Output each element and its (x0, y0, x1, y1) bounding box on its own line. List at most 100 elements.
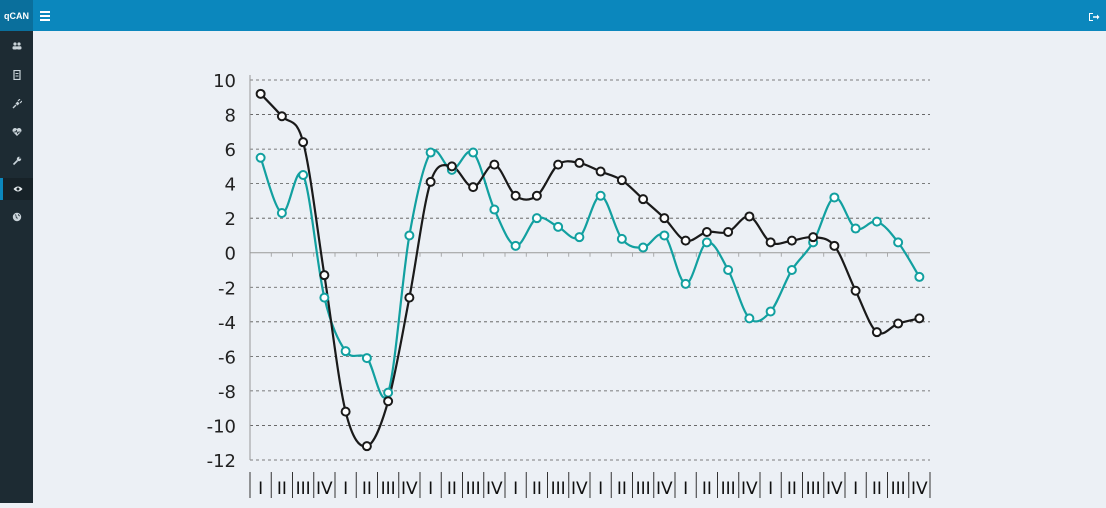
x-tick-label: I (428, 479, 433, 499)
globe-icon (12, 212, 21, 222)
data-point (319, 292, 330, 303)
data-point (574, 232, 585, 243)
sidebar (0, 31, 33, 503)
data-point (404, 292, 415, 303)
data-point (553, 159, 564, 170)
x-tick-label: II (872, 479, 882, 499)
x-tick-label: I (513, 479, 518, 499)
sidebar-item-users[interactable] (0, 35, 33, 57)
x-tick-label: IV (656, 479, 673, 499)
sidebar-item-document[interactable] (0, 64, 33, 86)
x-tick-label: III (466, 479, 481, 499)
data-point (701, 227, 712, 237)
data-point (340, 406, 351, 417)
x-tick-label: II (617, 479, 627, 499)
x-tick-label: I (343, 479, 348, 499)
data-point (701, 237, 712, 248)
data-point (276, 111, 287, 122)
data-point (871, 327, 882, 338)
plug-icon (12, 99, 22, 109)
y-tick-label: -4 (218, 313, 236, 334)
data-point (765, 306, 776, 317)
data-point (531, 213, 542, 224)
top-navbar: qCAN (0, 0, 1106, 31)
x-tick-label: I (598, 479, 603, 499)
y-tick-label: -8 (218, 382, 236, 403)
x-tick-label: II (787, 479, 797, 499)
sign-out-icon[interactable] (1088, 10, 1100, 22)
data-point (723, 227, 734, 237)
data-point (893, 318, 904, 329)
sidebar-item-eye[interactable] (0, 178, 33, 200)
x-tick-label: IV (911, 479, 928, 499)
data-point (850, 223, 861, 234)
data-point (829, 192, 840, 203)
sidebar-item-globe[interactable] (0, 206, 33, 228)
data-point (680, 278, 691, 289)
data-point (659, 213, 670, 224)
data-point (510, 190, 521, 201)
data-point (510, 240, 521, 251)
data-point (786, 235, 797, 246)
sidebar-item-heartbeat[interactable] (0, 121, 33, 143)
y-tick-label: 6 (225, 140, 236, 161)
data-point (616, 175, 627, 186)
data-point (489, 159, 500, 170)
x-tick-label: III (296, 479, 311, 499)
chart-container: 10 8 6 4 2 0 -2 -4 -6 -8 -10 -12 I II III IV I II III IV I I… (190, 62, 950, 503)
data-point (298, 137, 309, 148)
data-point (361, 353, 372, 364)
data-point (723, 265, 734, 275)
x-tick-label: II (277, 479, 287, 499)
y-tick-label: 0 (225, 244, 236, 265)
data-point (404, 230, 415, 241)
data-point (850, 285, 861, 296)
data-point (531, 190, 542, 201)
x-tick-label: II (362, 479, 372, 499)
data-point (383, 387, 394, 398)
sidebar-item-wrench[interactable] (0, 150, 33, 172)
data-point (638, 194, 649, 205)
data-point (553, 221, 564, 232)
x-tick-label: I (768, 479, 773, 499)
data-point (468, 147, 479, 158)
data-point (914, 313, 925, 324)
data-point (255, 152, 266, 163)
data-point (489, 204, 500, 215)
eye-icon (13, 186, 23, 192)
x-tick-label: III (721, 479, 736, 499)
data-point (319, 270, 330, 281)
x-tick-label: IV (571, 479, 588, 499)
data-point (659, 230, 670, 241)
app-logo[interactable]: qCAN (0, 0, 33, 31)
x-tick-label: IV (826, 479, 843, 499)
data-point (383, 396, 394, 407)
data-point (638, 242, 649, 253)
data-point (744, 313, 755, 324)
data-point (680, 235, 691, 246)
data-point (276, 208, 287, 218)
data-point (744, 211, 755, 222)
y-tick-label: -10 (207, 416, 236, 437)
hamburger-icon[interactable] (40, 9, 50, 21)
data-point (574, 157, 585, 168)
data-point (616, 233, 627, 244)
data-point (361, 441, 372, 452)
x-tick-label: II (532, 479, 542, 499)
wrench-icon (12, 156, 21, 166)
data-point (914, 271, 925, 282)
users-icon (12, 42, 21, 50)
data-point (595, 190, 606, 201)
sidebar-item-plug[interactable] (0, 93, 33, 115)
data-point (425, 147, 436, 158)
data-point (255, 88, 266, 99)
y-tick-label: -6 (218, 347, 236, 368)
data-point (808, 232, 819, 243)
x-tick-label: I (258, 479, 263, 499)
document-icon (12, 70, 21, 80)
x-tick-label: IV (486, 479, 503, 499)
y-tick-label: 8 (225, 106, 236, 127)
data-point (340, 346, 351, 357)
series-line-0 (259, 149, 921, 399)
